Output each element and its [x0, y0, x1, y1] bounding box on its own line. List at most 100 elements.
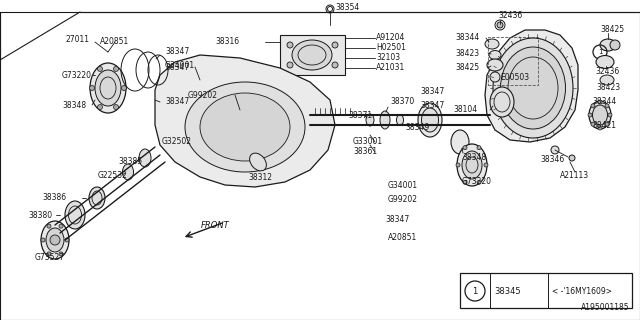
Text: 38347: 38347	[420, 100, 444, 109]
Ellipse shape	[485, 39, 499, 49]
Text: 38425: 38425	[455, 63, 479, 73]
Circle shape	[588, 113, 592, 117]
Circle shape	[90, 85, 95, 91]
Circle shape	[551, 146, 559, 154]
Circle shape	[50, 235, 60, 245]
Circle shape	[477, 180, 481, 184]
Text: 38380: 38380	[28, 211, 52, 220]
Circle shape	[484, 163, 488, 167]
Text: G99202: G99202	[188, 91, 218, 100]
Text: A20851: A20851	[100, 37, 129, 46]
Text: 38385: 38385	[118, 157, 142, 166]
Ellipse shape	[122, 164, 134, 180]
Text: 32436: 32436	[498, 11, 522, 20]
Text: 1: 1	[472, 286, 477, 295]
Ellipse shape	[600, 39, 616, 51]
Text: 38370: 38370	[390, 98, 414, 107]
Circle shape	[605, 122, 609, 126]
Text: G34001: G34001	[165, 60, 195, 69]
Text: G73220: G73220	[62, 70, 92, 79]
Text: 38104: 38104	[453, 106, 477, 115]
Circle shape	[591, 104, 595, 108]
Circle shape	[47, 224, 51, 228]
Ellipse shape	[200, 93, 290, 161]
Polygon shape	[155, 55, 335, 187]
Text: 38346: 38346	[540, 156, 564, 164]
Text: A91204: A91204	[376, 34, 405, 43]
Text: A20851: A20851	[388, 234, 417, 243]
Circle shape	[65, 238, 69, 242]
Circle shape	[41, 238, 45, 242]
Text: A195001185: A195001185	[581, 303, 630, 312]
Circle shape	[490, 72, 500, 82]
Circle shape	[608, 113, 612, 117]
Ellipse shape	[451, 130, 469, 154]
Circle shape	[97, 67, 102, 71]
Text: 38425: 38425	[600, 26, 624, 35]
Text: 38316: 38316	[215, 37, 239, 46]
Text: 38347: 38347	[165, 47, 189, 57]
Circle shape	[477, 146, 481, 150]
Ellipse shape	[185, 82, 305, 172]
Text: 38347: 38347	[165, 62, 189, 71]
Circle shape	[113, 67, 118, 71]
Polygon shape	[485, 30, 578, 142]
Ellipse shape	[139, 149, 151, 167]
Circle shape	[97, 105, 102, 109]
Ellipse shape	[493, 38, 573, 138]
Text: 38347: 38347	[165, 98, 189, 107]
Circle shape	[332, 62, 338, 68]
Ellipse shape	[366, 114, 374, 126]
Text: G99202: G99202	[388, 196, 418, 204]
Text: G33001: G33001	[353, 138, 383, 147]
Ellipse shape	[500, 47, 566, 129]
Circle shape	[47, 252, 51, 256]
Circle shape	[122, 85, 127, 91]
Circle shape	[463, 146, 467, 150]
Ellipse shape	[90, 63, 126, 113]
Text: G32502: G32502	[162, 138, 192, 147]
Text: 38348: 38348	[462, 153, 486, 162]
Circle shape	[456, 163, 460, 167]
Ellipse shape	[65, 201, 85, 229]
Circle shape	[598, 126, 602, 130]
Text: 38349: 38349	[405, 124, 429, 132]
Bar	[488, 37, 538, 85]
Circle shape	[605, 104, 609, 108]
Ellipse shape	[380, 111, 390, 129]
Text: G34001: G34001	[388, 180, 418, 189]
Ellipse shape	[418, 103, 442, 137]
Ellipse shape	[422, 108, 438, 132]
Circle shape	[497, 22, 503, 28]
Text: 1: 1	[598, 49, 602, 55]
Circle shape	[463, 180, 467, 184]
Text: 38345: 38345	[494, 286, 520, 295]
Text: 38361: 38361	[353, 148, 377, 156]
Text: A21113: A21113	[560, 171, 589, 180]
Text: A21031: A21031	[376, 63, 405, 73]
Text: 38347: 38347	[385, 215, 409, 225]
Circle shape	[59, 224, 63, 228]
Circle shape	[287, 62, 293, 68]
Ellipse shape	[487, 59, 503, 71]
Text: 32103: 32103	[376, 53, 400, 62]
Circle shape	[287, 42, 293, 48]
Ellipse shape	[41, 221, 69, 259]
Text: < -'16MY1609>: < -'16MY1609>	[552, 286, 612, 295]
Text: 38347: 38347	[420, 87, 444, 97]
Text: E00503: E00503	[500, 73, 529, 82]
FancyBboxPatch shape	[460, 273, 632, 308]
Ellipse shape	[596, 55, 614, 68]
Text: 38423: 38423	[455, 49, 479, 58]
Ellipse shape	[490, 87, 514, 117]
Polygon shape	[280, 35, 345, 75]
Circle shape	[591, 122, 595, 126]
Text: 38348: 38348	[62, 100, 86, 109]
Ellipse shape	[593, 105, 607, 125]
Ellipse shape	[462, 151, 482, 179]
Ellipse shape	[489, 51, 501, 60]
Circle shape	[332, 42, 338, 48]
Circle shape	[610, 40, 620, 50]
Text: G22532: G22532	[98, 171, 128, 180]
Text: 38423: 38423	[596, 84, 620, 92]
